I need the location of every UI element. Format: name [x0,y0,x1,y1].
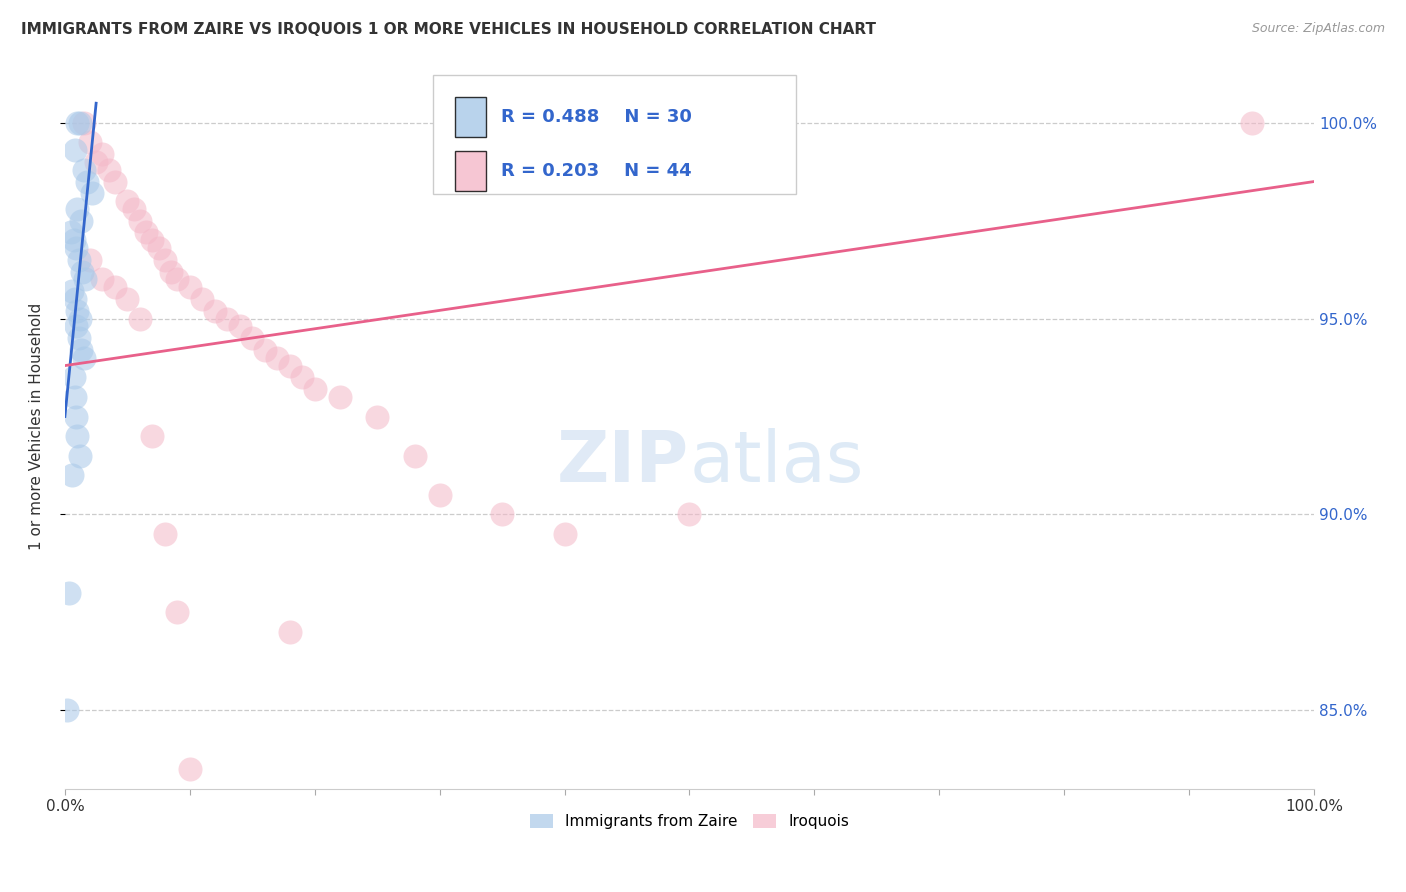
Point [63,143,86,157]
Point [166,272,188,286]
Text: atlas: atlas [689,428,863,497]
Point [141,233,163,247]
Point [229,319,252,334]
Point [69,311,91,326]
Point [179,280,201,294]
Point [91,147,114,161]
Point [72,162,94,177]
Text: ZIP: ZIP [557,428,689,497]
Point [160,264,183,278]
Point [73,272,96,286]
Point [678,508,700,522]
Point [69,449,91,463]
Point [278,359,301,373]
Point [60,284,83,298]
Point [72,264,94,278]
Point [104,175,127,189]
Point [82,186,104,201]
Text: Source: ZipAtlas.com: Source: ZipAtlas.com [1251,22,1385,36]
Point [63,292,86,306]
Point [104,280,127,294]
Point [122,202,145,216]
Point [191,292,214,306]
Point [304,382,326,396]
Point [329,390,352,404]
Point [166,605,188,619]
Point [278,624,301,639]
Point [58,585,80,599]
Point [67,331,90,345]
Point [67,252,90,267]
Text: IMMIGRANTS FROM ZAIRE VS IROQUOIS 1 OR MORE VEHICLES IN HOUSEHOLD CORRELATION CH: IMMIGRANTS FROM ZAIRE VS IROQUOIS 1 OR M… [21,22,876,37]
Point [204,303,226,318]
Point [1240,116,1263,130]
Point [65,319,87,334]
Point [404,449,426,463]
Point [70,213,93,227]
Point [366,409,388,424]
Point [141,429,163,443]
FancyBboxPatch shape [454,96,486,136]
Text: R = 0.488    N = 30: R = 0.488 N = 30 [501,108,692,126]
Point [62,233,84,247]
Legend: Immigrants from Zaire, Iroquois: Immigrants from Zaire, Iroquois [524,808,855,835]
Point [253,343,276,357]
Point [69,116,91,130]
Point [291,370,314,384]
Point [66,303,89,318]
Point [240,331,263,345]
Point [491,508,513,522]
Text: R = 0.203    N = 44: R = 0.203 N = 44 [501,162,692,180]
Point [128,311,150,326]
Point [65,241,87,255]
Point [117,292,139,306]
Point [97,162,120,177]
Point [66,116,89,130]
Point [62,370,84,384]
Point [554,527,576,541]
Point [66,202,89,216]
Point [91,272,114,286]
Point [79,136,101,150]
Point [148,241,170,255]
Point [153,527,176,541]
Point [63,390,86,404]
FancyBboxPatch shape [433,75,796,194]
Point [153,252,176,267]
Point [128,213,150,227]
Point [117,194,139,208]
Point [70,343,93,357]
Point [72,351,94,365]
Point [56,703,79,717]
Point [60,226,83,240]
Y-axis label: 1 or more Vehicles in Household: 1 or more Vehicles in Household [30,302,44,549]
Point [217,311,239,326]
Point [266,351,288,365]
Point [179,762,201,776]
FancyBboxPatch shape [454,151,486,191]
Point [135,226,157,240]
Point [429,488,451,502]
Point [79,252,101,267]
Point [76,175,98,189]
Point [66,429,89,443]
Point [84,155,107,169]
Point [60,468,83,483]
Point [72,116,94,130]
Point [65,409,87,424]
